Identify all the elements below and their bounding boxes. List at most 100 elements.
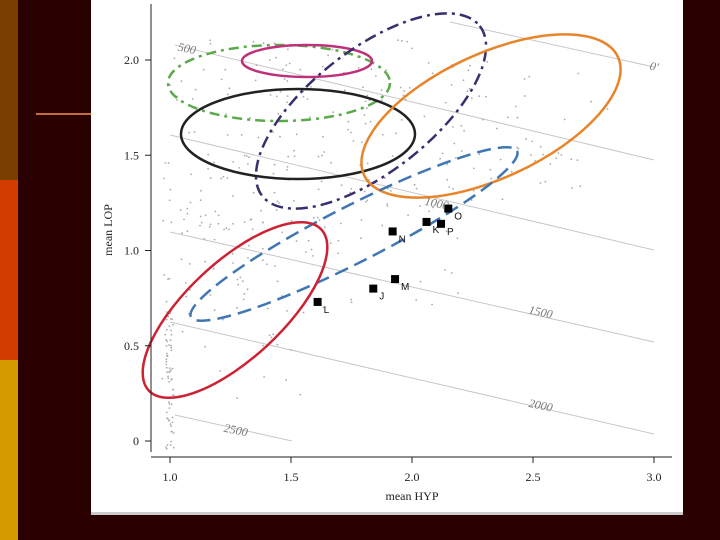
background-point: [207, 153, 210, 156]
contour-label: 1000: [423, 194, 449, 213]
background-point: [302, 95, 305, 98]
contour-label: 1500: [528, 303, 554, 322]
background-point: [374, 75, 377, 77]
background-point: [189, 201, 192, 204]
background-point: [213, 238, 216, 241]
background-point: [357, 67, 360, 69]
contour-line: [174, 414, 293, 442]
background-point: [466, 90, 469, 93]
background-point: [269, 59, 271, 61]
background-point: [228, 87, 231, 90]
background-point: [316, 216, 319, 219]
background-point: [169, 339, 172, 342]
background-point: [266, 263, 268, 266]
background-point: [165, 328, 168, 331]
background-point: [467, 69, 470, 72]
background-point: [485, 95, 487, 98]
background-point: [169, 84, 171, 86]
background-point: [317, 155, 320, 158]
background-point: [169, 444, 172, 446]
background-point: [162, 219, 165, 222]
contour-line: [174, 44, 655, 161]
background-point: [209, 177, 212, 180]
background-point: [281, 68, 284, 71]
background-point: [542, 153, 544, 156]
background-point: [457, 292, 459, 295]
background-point: [199, 199, 202, 202]
background-point: [254, 79, 257, 82]
background-point: [347, 128, 349, 131]
background-point: [163, 177, 166, 180]
background-point: [246, 288, 249, 291]
background-point: [397, 39, 399, 42]
data-cloud: [161, 39, 609, 450]
background-point: [173, 57, 176, 60]
background-point: [208, 225, 211, 228]
background-point: [165, 358, 168, 361]
background-point: [446, 178, 449, 181]
background-point: [432, 206, 434, 209]
background-point: [277, 113, 280, 115]
data-point-marker: [391, 275, 400, 284]
background-point: [209, 42, 212, 45]
background-point: [161, 377, 164, 380]
background-point: [189, 289, 192, 291]
background-point: [262, 221, 264, 224]
background-point: [222, 175, 225, 178]
background-point: [560, 154, 563, 156]
background-point: [183, 218, 185, 221]
background-point: [310, 248, 313, 251]
background-point: [385, 69, 387, 71]
background-point: [363, 114, 366, 116]
ellipse-green: [166, 43, 392, 123]
background-point: [165, 363, 168, 366]
contour-line: [169, 231, 655, 343]
background-point: [213, 309, 216, 312]
background-point: [293, 200, 295, 202]
background-point: [404, 98, 407, 101]
background-point: [539, 145, 542, 148]
data-point-marker: [437, 219, 446, 228]
background-point: [163, 274, 166, 276]
background-point: [170, 369, 172, 372]
background-point: [167, 418, 170, 421]
background-point: [249, 117, 251, 119]
background-point: [261, 247, 264, 250]
decor-line: [36, 113, 92, 115]
background-point: [276, 343, 279, 346]
background-point: [203, 238, 206, 240]
background-point: [200, 221, 203, 224]
background-point: [270, 336, 273, 339]
background-point: [217, 214, 220, 217]
y-tick-label: 1.0: [124, 244, 139, 258]
background-point: [370, 68, 373, 71]
data-point-label: P: [447, 227, 454, 238]
background-point: [407, 214, 409, 217]
background-point: [165, 366, 168, 369]
background-point: [260, 209, 262, 212]
background-point: [450, 84, 453, 86]
background-point: [360, 219, 363, 221]
contour-lines: [169, 21, 655, 442]
background-point: [275, 209, 278, 212]
background-point: [427, 62, 430, 64]
background-point: [170, 425, 173, 427]
background-point: [460, 124, 463, 127]
background-point: [239, 276, 242, 279]
background-point: [276, 280, 279, 283]
ellipse-purple: [254, 12, 488, 210]
background-point: [321, 154, 323, 157]
background-point: [200, 189, 202, 192]
background-point: [496, 127, 498, 130]
background-point: [171, 378, 173, 380]
y-tick-label: 0.5: [124, 339, 139, 353]
background-point: [279, 90, 282, 93]
background-point: [167, 377, 170, 380]
background-point: [399, 86, 402, 89]
background-point: [501, 198, 504, 201]
x-tick-label: 2.0: [405, 470, 420, 484]
background-point: [168, 380, 171, 383]
background-point: [170, 221, 173, 224]
background-point: [220, 177, 223, 180]
